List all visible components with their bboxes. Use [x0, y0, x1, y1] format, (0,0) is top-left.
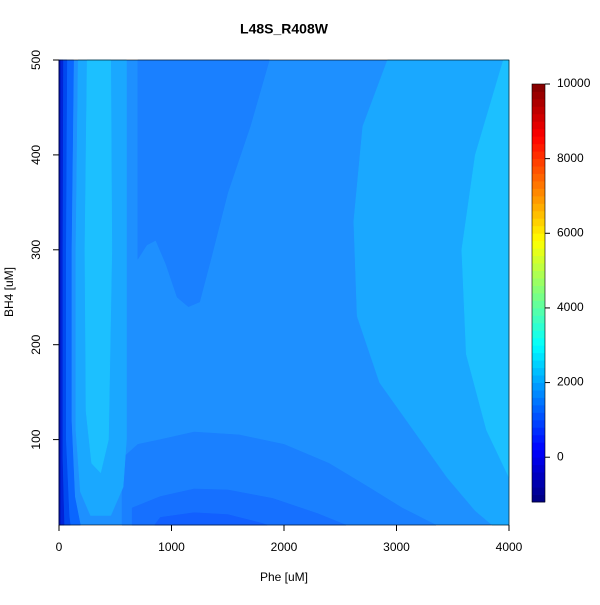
- y-tick-label: 200: [29, 334, 43, 354]
- colorbar-band: [532, 203, 545, 212]
- colorbar-tick-label: 0: [557, 449, 564, 463]
- colorbar-band: [532, 397, 545, 406]
- colorbar-band: [532, 404, 545, 413]
- colorbar-band: [532, 412, 545, 421]
- colorbar-band: [532, 218, 545, 227]
- colorbar-band: [532, 225, 545, 234]
- colorbar-band: [532, 322, 545, 331]
- colorbar-band: [532, 307, 545, 316]
- colorbar-band: [532, 248, 545, 257]
- colorbar-band: [532, 382, 545, 391]
- colorbar-band: [532, 479, 545, 488]
- colorbar-band: [532, 419, 545, 428]
- y-axis-title: BH4 [uM]: [2, 267, 16, 317]
- colorbar-tick-label: 10000: [557, 76, 591, 90]
- colorbar-band: [532, 285, 545, 294]
- colorbar-band: [532, 166, 545, 174]
- colorbar-band: [532, 352, 545, 361]
- colorbar-band: [532, 158, 545, 167]
- colorbar-band: [532, 390, 545, 398]
- y-tick-label: 300: [29, 239, 43, 259]
- colorbar-band: [532, 91, 545, 100]
- colorbar-band: [532, 151, 545, 160]
- colorbar-band: [532, 233, 545, 242]
- colorbar-band: [532, 173, 545, 182]
- colorbar-band: [532, 457, 545, 466]
- colorbar-band: [532, 472, 545, 481]
- x-tick-label: 1000: [158, 540, 185, 554]
- colorbar-band: [532, 181, 545, 189]
- colorbar-band: [532, 278, 545, 286]
- contour-region: [137, 59, 270, 308]
- contour-region: [84, 59, 113, 474]
- colorbar-band: [532, 128, 545, 137]
- colorbar-tick-label: 2000: [557, 375, 584, 389]
- colorbar-band: [532, 375, 545, 383]
- colorbar-band: [532, 210, 545, 219]
- colorbar-band: [532, 263, 545, 272]
- colorbar-band: [532, 121, 545, 130]
- colorbar-band: [532, 143, 545, 152]
- colorbar-band: [532, 84, 545, 92]
- colorbar-band: [532, 300, 545, 309]
- y-tick-label: 100: [29, 429, 43, 449]
- colorbar-band: [532, 345, 545, 354]
- colorbar-band: [532, 136, 545, 145]
- colorbar-band: [532, 270, 545, 279]
- colorbar-band: [532, 330, 545, 339]
- colorbar-band: [532, 337, 545, 346]
- x-tick-label: 3000: [383, 540, 410, 554]
- x-tick-label: 4000: [496, 540, 523, 554]
- colorbar-band: [532, 98, 545, 107]
- colorbar-tick-label: 6000: [557, 225, 584, 239]
- colorbar-band: [532, 427, 545, 436]
- x-tick-label: 0: [56, 540, 63, 554]
- colorbar-tick-label: 8000: [557, 151, 584, 165]
- colorbar-tick-label: 4000: [557, 300, 584, 314]
- colorbar-band: [532, 442, 545, 451]
- colorbar-band: [532, 434, 545, 443]
- colorbar-band: [532, 240, 545, 249]
- colorbar-band: [532, 367, 545, 376]
- colorbar-band: [532, 293, 545, 301]
- colorbar-band: [532, 113, 545, 122]
- y-tick-label: 400: [29, 145, 43, 165]
- colorbar-band: [532, 255, 545, 264]
- colorbar-band: [532, 360, 545, 369]
- colorbar-band: [532, 464, 545, 473]
- colorbar-band: [532, 188, 545, 197]
- y-tick-label: 500: [29, 50, 43, 70]
- x-axis-title: Phe [uM]: [260, 570, 308, 584]
- colorbar-band: [532, 449, 545, 458]
- x-tick-label: 2000: [271, 540, 298, 554]
- colorbar-band: [532, 494, 545, 503]
- colorbar-band: [532, 106, 545, 115]
- colorbar-band: [532, 487, 545, 495]
- colorbar-frame: [531, 83, 546, 503]
- colorbar-band: [532, 195, 545, 204]
- colorbar-band: [532, 315, 545, 324]
- chart-title: L48S_R408W: [240, 21, 329, 37]
